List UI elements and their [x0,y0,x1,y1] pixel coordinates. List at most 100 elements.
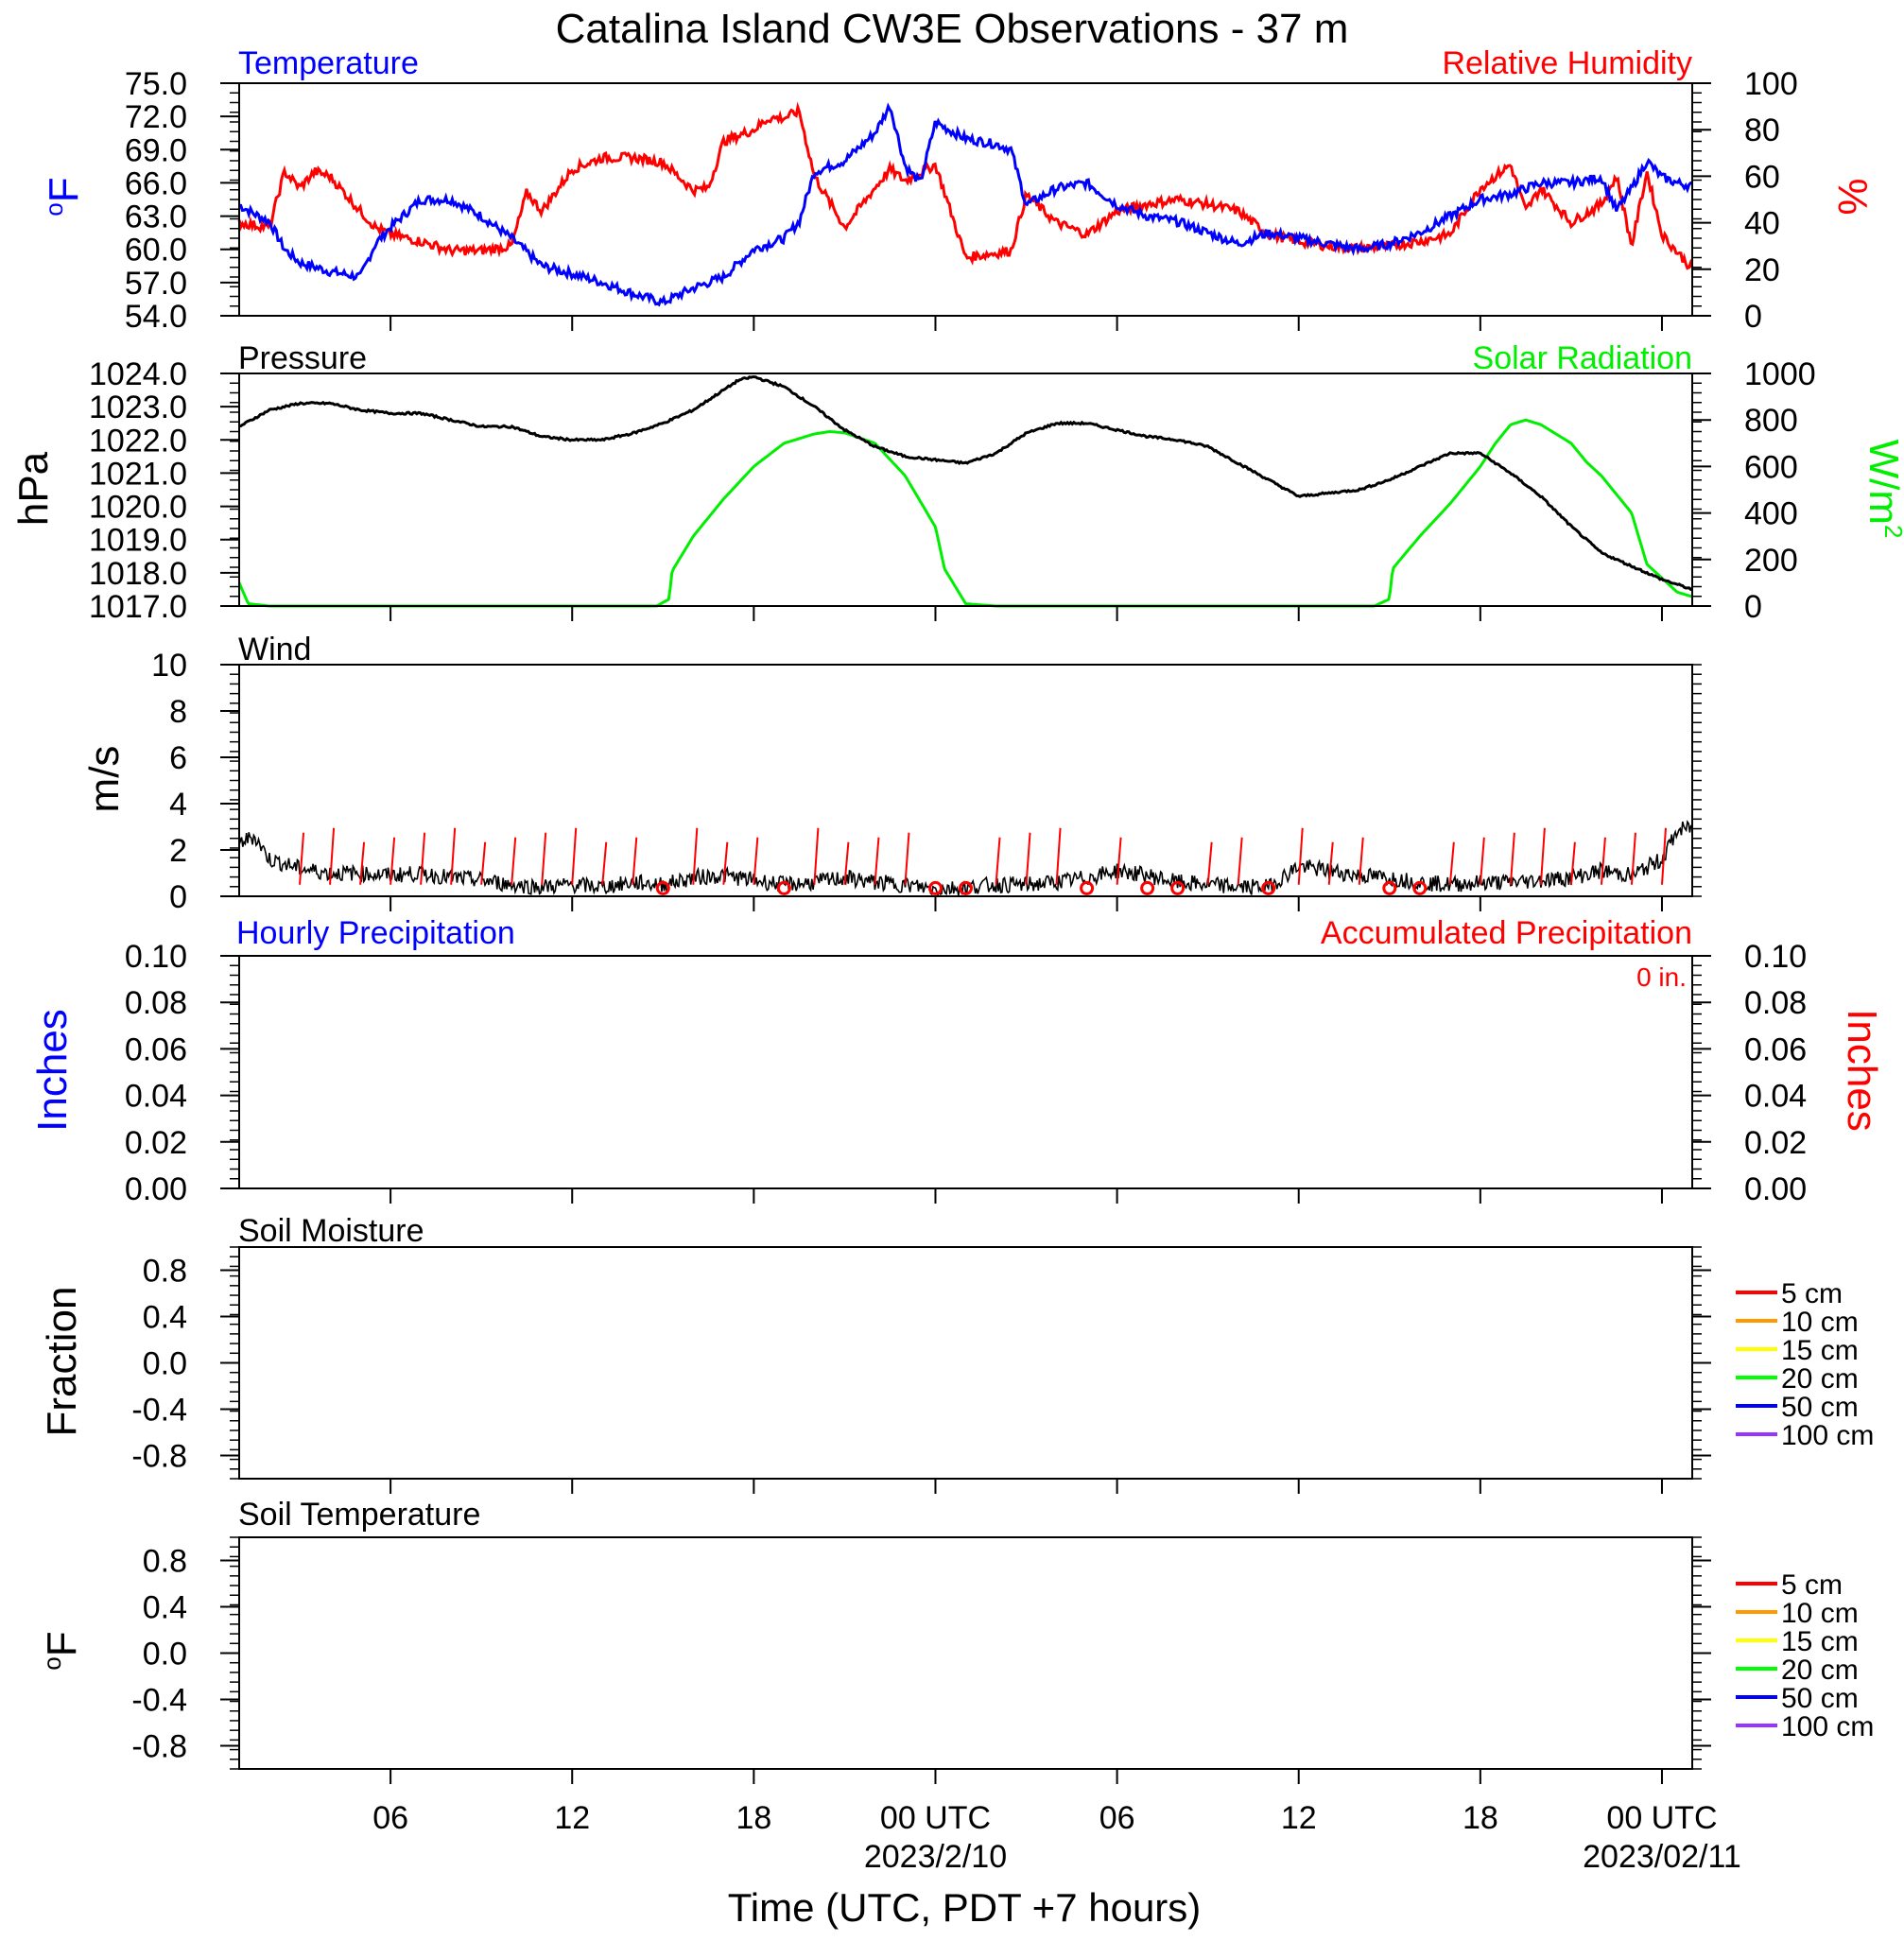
wind-barb [813,827,820,885]
soil-temperature-tick-label: 0.4 [143,1590,187,1626]
soil-moisture-tick-label: -0.8 [131,1439,187,1475]
wind-barb [389,837,396,885]
hourly-precip-tick-label: 0.04 [125,1079,187,1115]
solar-unit: W/m2 [1861,440,1904,539]
solar-tick-label: 200 [1744,543,1798,579]
humidity-tick-label: 40 [1744,206,1780,242]
calm-wind-circle [959,880,973,895]
accum-precip-tick-label: 0.06 [1744,1031,1807,1067]
temperature-tick-label: 75.0 [125,66,187,102]
wind-barb [1358,837,1364,885]
soil-moisture-tick-label: -0.4 [131,1393,187,1429]
soil-temperature-legend-label: 10 cm [1781,1598,1859,1629]
wind-barb [995,837,1001,885]
calm-wind-circle [1412,880,1428,895]
wind-tick-label: 10 [151,648,187,684]
wind-tick-label: 6 [169,740,187,776]
wind-barb [753,837,759,885]
pressure-unit: hPa [10,451,57,526]
x-tick-label: 18 [1463,1800,1498,1836]
wind-barb [1327,841,1334,885]
temperature-title: Temperature [238,45,419,81]
accum-precip-tick-label: 0.00 [1744,1171,1807,1207]
temperature-line [238,102,1693,307]
calm-wind-circle [1140,880,1155,895]
pressure-tick-label: 1020.0 [89,490,187,526]
soil-temperature-legend-label: 20 cm [1781,1655,1859,1686]
wind-barb [450,827,457,885]
wind-barb [1055,827,1062,885]
accum-precip-tick-label: 0.10 [1744,939,1807,975]
wind-barb [1025,832,1031,885]
soil-temperature-tick-label: 0.8 [143,1544,187,1580]
humidity-tick-label: 80 [1744,113,1780,148]
wind-panel: Wind m/s [81,632,1693,898]
humidity-title: Relative Humidity [1442,45,1692,81]
x-tick-label: 06 [1099,1800,1135,1836]
calm-wind-circle [1261,880,1276,895]
soil-moisture-legend-label: 10 cm [1781,1307,1859,1338]
wind-barb [1539,827,1546,885]
x-tick-label: 06 [372,1800,408,1836]
wind-barb [1237,837,1243,885]
x-date-label: 2023/2/10 [864,1839,1007,1875]
humidity-line [237,101,1694,270]
soil-moisture-legend-label: 50 cm [1781,1392,1859,1423]
wind-barb [1660,827,1667,885]
temperature-tick-label: 60.0 [125,233,187,269]
soil-temperature-legend-label: 5 cm [1781,1569,1843,1601]
soil-moisture-legend-label: 5 cm [1781,1278,1843,1309]
wind-barb [1569,841,1576,885]
temperature-tick-label: 54.0 [125,299,187,335]
calm-wind-circle [1382,880,1397,895]
wind-barb [1297,827,1304,885]
wind-tick-label: 2 [169,833,187,869]
wind-barb [1479,837,1485,885]
pressure-line [238,375,1693,592]
accum-precip-total: 0 in. [1636,962,1687,992]
soil-temperature-legend-label: 15 cm [1781,1626,1859,1657]
hourly-precip-tick-label: 0.00 [125,1171,187,1207]
calm-wind-circle [927,880,943,895]
temperature-tick-label: 66.0 [125,165,187,201]
pressure-tick-label: 1022.0 [89,423,187,459]
wind-barb [1116,837,1122,885]
solar-tick-label: 600 [1744,449,1798,485]
hourly-precip-tick-label: 0.02 [125,1125,187,1161]
soil-moisture-tick-label: 0.8 [143,1254,187,1290]
wind-barbs [299,827,1667,895]
wind-barb [541,832,547,885]
wind-barb [1630,832,1636,885]
axis-labels: 75.072.069.066.063.060.057.054.010080604… [89,66,1816,1875]
pressure-tick-label: 1024.0 [89,356,187,392]
accum-precip-tick-label: 0.02 [1744,1125,1807,1161]
accum-precip-title: Accumulated Precipitation [1321,915,1692,951]
hourly-precip-title: Hourly Precipitation [236,915,515,951]
precip-left-unit: Inches [29,1009,76,1132]
wind-barb [722,841,729,885]
solar-tick-label: 1000 [1744,356,1816,392]
pressure-tick-label: 1017.0 [89,589,187,625]
wind-barb [843,841,850,885]
solar-tick-label: 400 [1744,496,1798,532]
soil-moisture-unit: Fraction [39,1287,85,1437]
soil-temperature-tick-label: -0.8 [131,1729,187,1765]
wind-barb [329,827,336,885]
chart-title: Catalina Island CW3E Observations - 37 m [556,6,1349,52]
temperature-tick-label: 63.0 [125,199,187,235]
humidity-tick-label: 20 [1744,252,1780,288]
wind-tick-label: 4 [169,787,187,823]
wind-barb [1600,837,1606,885]
pressure-tick-label: 1019.0 [89,523,187,559]
wind-tick-label: 0 [169,879,187,915]
x-tick-label: 12 [1281,1800,1317,1836]
wind-unit: m/s [81,746,128,813]
x-tick-label: 18 [736,1800,771,1836]
x-axis-label: Time (UTC, PDT +7 hours) [728,1885,1202,1930]
soil-moisture-legend-label: 20 cm [1781,1363,1859,1395]
temperature-tick-label: 72.0 [125,99,187,135]
wind-barb [1509,832,1515,885]
